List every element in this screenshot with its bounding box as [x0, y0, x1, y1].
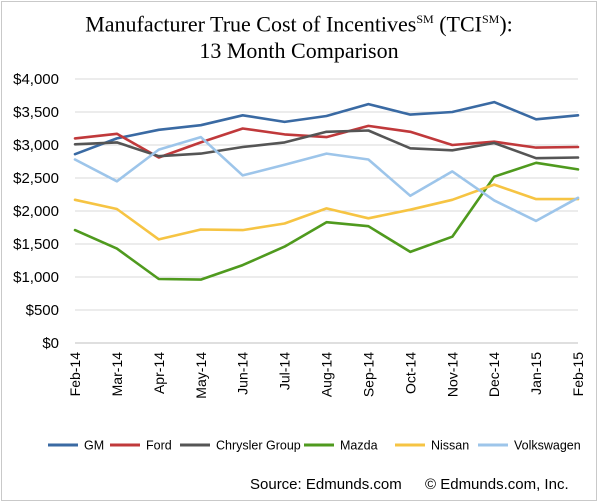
y-tick-label: $500 — [26, 302, 59, 319]
series-line-gm — [73, 100, 580, 156]
x-tick-label: Jun-14 — [235, 352, 251, 395]
y-tick-label: $3,000 — [13, 137, 59, 154]
x-tick-label: Aug-14 — [319, 352, 335, 397]
legend-label: Mazda — [340, 439, 378, 453]
title-sup-2: SM — [481, 12, 500, 26]
gridlines — [75, 78, 578, 344]
x-tick-label: Nov-14 — [444, 352, 460, 397]
y-tick-label: $0 — [42, 335, 59, 352]
title-end: ): — [499, 11, 513, 37]
series-line-mazda — [73, 161, 580, 281]
x-tick-label: Feb-15 — [570, 352, 586, 397]
x-tick-label: Jul-14 — [277, 352, 293, 390]
x-tick-label: May-14 — [193, 352, 209, 399]
x-tick-label: Jan-15 — [528, 352, 544, 395]
legend: GM Ford Chrysler Group Mazda Nissan Volkswage… — [48, 439, 581, 453]
series-line-ford — [73, 124, 580, 159]
chart-title-line1: Manufacturer True Cost of IncentivesSM (… — [0, 6, 598, 37]
chart-title: Manufacturer True Cost of IncentivesSM (… — [0, 6, 598, 64]
y-tick-label: $3,500 — [13, 104, 59, 121]
legend-label: Chrysler Group — [216, 439, 301, 453]
source-text: Source: Edmunds.com — [250, 476, 402, 493]
title-sup-1: SM — [416, 12, 434, 26]
series-line-chrysler-group — [73, 129, 580, 160]
title-mid: (TCI — [433, 11, 482, 37]
series-line-nissan — [73, 183, 580, 241]
legend-label: Volkswagen — [514, 439, 581, 453]
y-tick-label: $2,500 — [13, 170, 59, 187]
y-axis: $0 $500 $1,000 $1,500 $2,000 $2,500 $3,000 $3,5… — [13, 71, 59, 352]
series-line-volkswagen — [73, 135, 580, 223]
legend-label: GM — [84, 439, 104, 453]
x-axis: Feb-14 Mar-14 Apr-14 May-14 Jun-14 Jul-14 Aug-… — [67, 342, 586, 399]
chart-title-line2: 13 Month Comparison — [199, 38, 399, 64]
x-tick-label: Mar-14 — [109, 352, 125, 397]
legend-label: Nissan — [431, 439, 469, 453]
y-tick-label: $2,000 — [13, 203, 59, 220]
x-tick-label: Apr-14 — [151, 352, 167, 394]
copyright-text: © Edmunds.com, Inc. — [425, 476, 569, 493]
y-tick-label: $4,000 — [13, 71, 59, 88]
legend-label: Ford — [146, 439, 172, 453]
x-tick-label: Dec-14 — [486, 352, 502, 397]
series-lines — [73, 100, 580, 281]
title-main: Manufacturer True Cost of Incentives — [85, 11, 417, 37]
x-tick-label: Sep-14 — [360, 352, 376, 397]
x-tick-label: Oct-14 — [402, 352, 418, 394]
y-tick-label: $1,500 — [13, 236, 59, 253]
x-tick-label: Feb-14 — [67, 352, 83, 397]
y-tick-label: $1,000 — [13, 269, 59, 286]
